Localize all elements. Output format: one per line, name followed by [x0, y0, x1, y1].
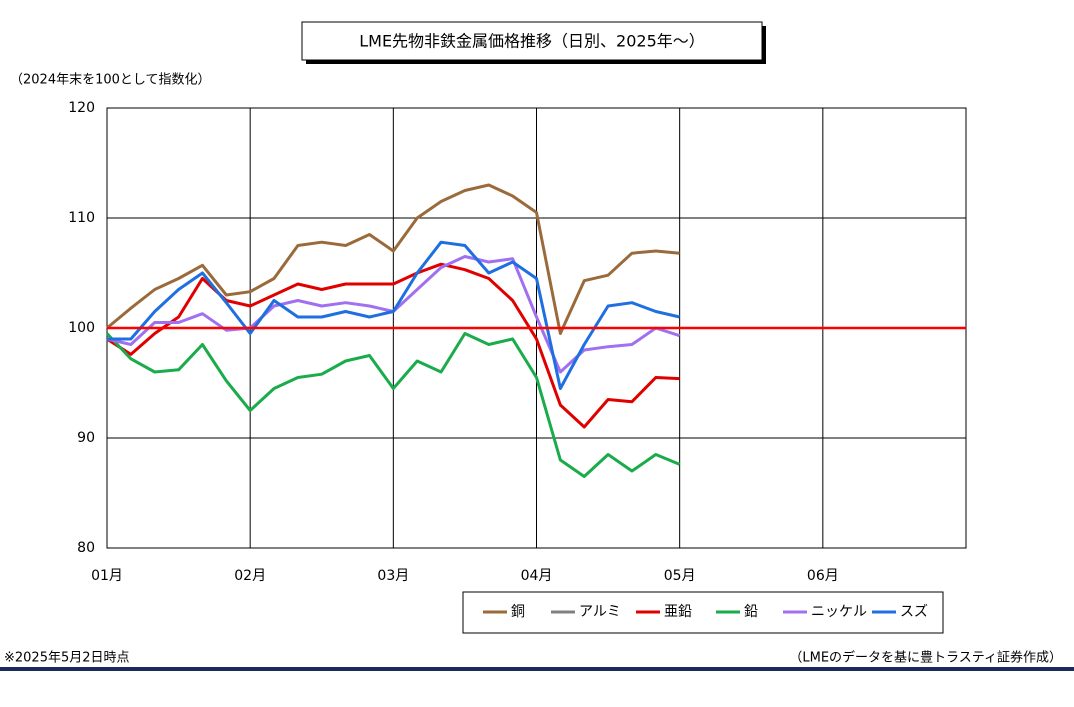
x-tick-label: 01月 — [91, 568, 123, 584]
bottom-rule — [0, 667, 1074, 671]
series-line — [106, 183, 680, 335]
series-line — [106, 262, 680, 429]
legend-label: スズ — [900, 604, 928, 620]
y-tick-label: 120 — [68, 100, 95, 116]
y-axis-label: （2024年末を100として指数化） — [10, 73, 211, 88]
y-tick-label: 100 — [68, 320, 95, 336]
series-line — [107, 240, 681, 390]
legend-label: ニッケル — [811, 604, 867, 620]
x-tick-label: 03月 — [377, 568, 409, 584]
footnote: ※2025年5月2日時点 — [4, 651, 130, 666]
x-tick-label: 05月 — [664, 568, 696, 584]
x-tick-label: 06月 — [807, 568, 839, 584]
y-tick-label: 110 — [68, 210, 95, 226]
source: （LMEのデータを基に豊トラスティ証券作成） — [789, 650, 1062, 666]
legend-label: 鉛 — [744, 604, 758, 620]
series-line — [105, 332, 681, 478]
x-tick-label: 04月 — [521, 568, 553, 584]
legend-label: アルミ — [579, 604, 621, 620]
legend-label: 亜鉛 — [664, 604, 692, 620]
title-box — [301, 21, 763, 61]
chart-title: LME先物非鉄金属価格推移（日別、2025年～） — [359, 32, 705, 51]
legend-box — [462, 591, 944, 634]
y-tick-label: 90 — [77, 430, 95, 446]
legend-label: 銅 — [511, 604, 525, 620]
y-tick-label: 80 — [77, 540, 95, 556]
x-tick-label: 02月 — [234, 568, 266, 584]
